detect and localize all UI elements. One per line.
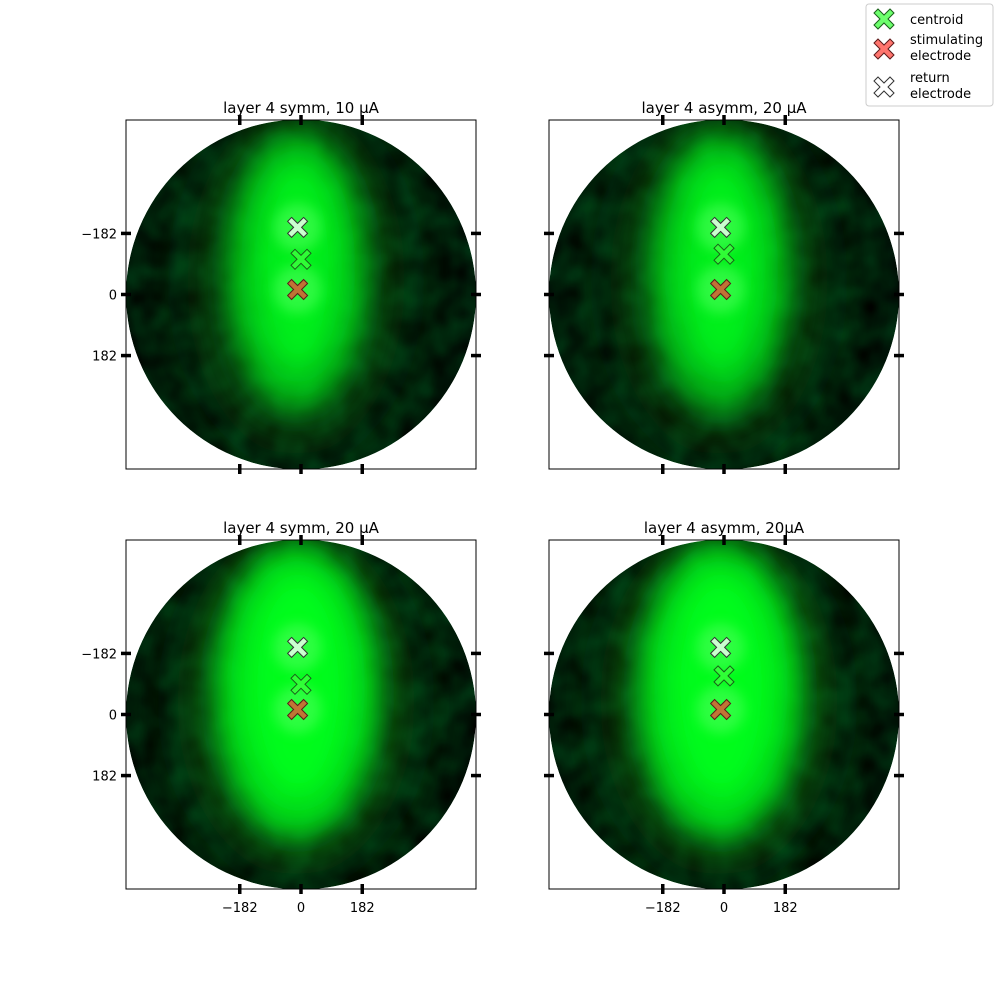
centroid-marker xyxy=(713,665,735,687)
activation-glow xyxy=(600,539,838,877)
x-tick-label: 182 xyxy=(350,901,375,916)
legend-centroid-marker xyxy=(873,8,895,30)
stimulating-marker xyxy=(709,278,732,301)
panel-4: layer 4 asymm, 20µA −182 0 182 xyxy=(544,519,904,916)
legend-frame xyxy=(865,3,994,107)
x-tick-label: 0 xyxy=(297,901,305,916)
y-tick-label: 0 xyxy=(109,289,117,304)
panel-3: layer 4 symm, 20 µA −182 0 182 182 0 −182 xyxy=(81,519,481,916)
activation-glow xyxy=(177,539,415,877)
legend-stimulating-label-line2: electrode xyxy=(910,49,971,64)
x-tick-label: 182 xyxy=(773,901,798,916)
legend-entry-return: return electrode xyxy=(873,71,971,102)
legend-stimulating-marker xyxy=(873,38,895,60)
heatmap-disk xyxy=(549,119,899,470)
activation-glow xyxy=(187,119,405,457)
return-marker xyxy=(286,636,309,659)
centroid-marker xyxy=(713,243,735,265)
return-marker xyxy=(709,636,732,659)
legend-return-marker xyxy=(873,76,895,98)
y-tick-label: −182 xyxy=(81,227,117,242)
y-tick-label: 182 xyxy=(92,350,117,365)
return-marker xyxy=(709,216,732,239)
return-marker xyxy=(286,216,309,239)
legend-entry-centroid: centroid xyxy=(873,8,963,30)
x-tick-label: −182 xyxy=(645,901,681,916)
x-tick-label: 0 xyxy=(720,901,728,916)
centroid-marker xyxy=(290,248,312,271)
panel-1: layer 4 symm, 10 µA 182 0 −182 xyxy=(81,99,481,474)
legend: centroid stimulating electrode return el… xyxy=(865,3,994,107)
legend-return-label-line2: electrode xyxy=(910,87,971,102)
legend-stimulating-label-line1: stimulating xyxy=(910,33,983,48)
stimulating-marker xyxy=(286,698,309,721)
panel-title: layer 4 symm, 10 µA xyxy=(223,99,380,117)
centroid-marker xyxy=(290,673,312,696)
legend-centroid-label: centroid xyxy=(910,13,963,28)
stimulating-marker xyxy=(286,278,309,301)
activation-glow xyxy=(610,119,828,457)
panel-title: layer 4 asymm, 20 µA xyxy=(641,99,807,117)
legend-entry-stimulating: stimulating electrode xyxy=(873,33,983,64)
y-tick-label: 0 xyxy=(109,709,117,724)
panel-title: layer 4 asymm, 20µA xyxy=(644,519,805,537)
y-tick-label: −182 xyxy=(81,647,117,662)
legend-return-label-line1: return xyxy=(910,71,950,86)
stimulating-marker xyxy=(709,698,732,721)
x-tick-label: −182 xyxy=(222,901,258,916)
y-tick-label: 182 xyxy=(92,770,117,785)
panel-2: layer 4 asymm, 20 µA xyxy=(544,99,904,474)
panel-title: layer 4 symm, 20 µA xyxy=(223,519,380,537)
